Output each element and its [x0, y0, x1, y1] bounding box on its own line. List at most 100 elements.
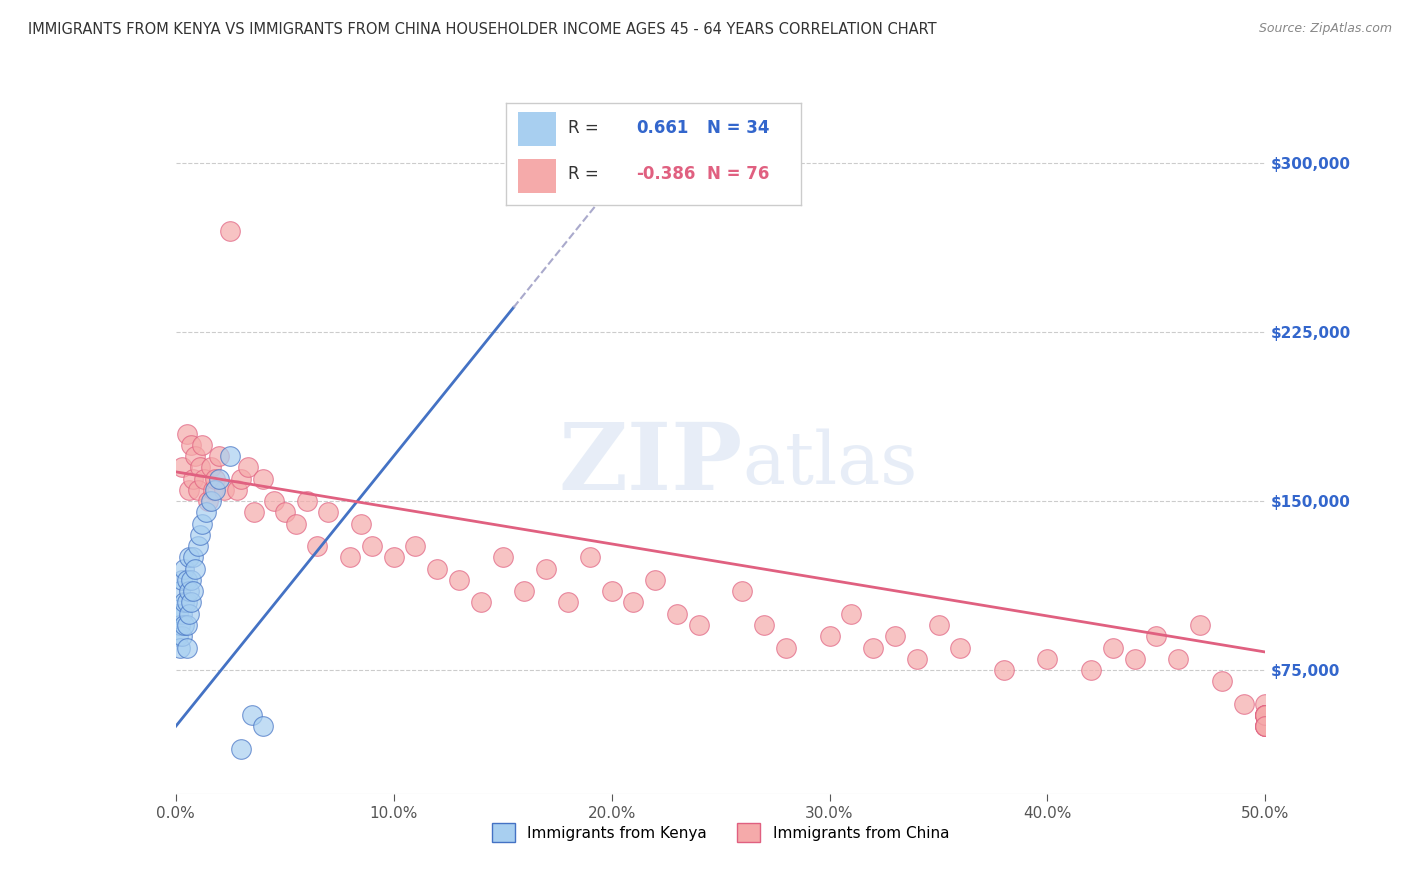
Bar — [517, 112, 557, 145]
Legend: Immigrants from Kenya, Immigrants from China: Immigrants from Kenya, Immigrants from C… — [486, 817, 955, 848]
Point — [176, 618, 198, 632]
Point — [184, 449, 207, 463]
Text: IMMIGRANTS FROM KENYA VS IMMIGRANTS FROM CHINA HOUSEHOLDER INCOME AGES 45 - 64 Y: IMMIGRANTS FROM KENYA VS IMMIGRANTS FROM… — [28, 22, 936, 37]
Point — [181, 472, 204, 486]
Point — [176, 426, 198, 441]
Point — [201, 483, 224, 497]
Point — [579, 550, 602, 565]
Point — [172, 460, 194, 475]
Point — [447, 573, 470, 587]
Point — [928, 618, 950, 632]
Point — [263, 494, 285, 508]
Point — [666, 607, 689, 621]
Point — [188, 460, 211, 475]
Point — [184, 562, 207, 576]
Point — [173, 562, 195, 576]
Point — [754, 618, 776, 632]
Point — [470, 595, 492, 609]
Point — [200, 460, 222, 475]
Point — [173, 595, 195, 609]
Text: -0.386: -0.386 — [636, 165, 696, 184]
Point — [186, 483, 209, 497]
Point — [318, 505, 340, 519]
Point — [1254, 708, 1277, 723]
Point — [621, 595, 644, 609]
Point — [240, 708, 263, 723]
Point — [1254, 719, 1277, 733]
Point — [884, 629, 907, 643]
Point — [172, 573, 194, 587]
Point — [180, 573, 202, 587]
Point — [993, 663, 1015, 677]
Point — [775, 640, 797, 655]
Point — [181, 550, 204, 565]
Point — [169, 618, 191, 632]
Point — [208, 472, 231, 486]
Point — [534, 562, 557, 576]
Point — [284, 516, 307, 531]
Point — [841, 607, 863, 621]
Point — [167, 629, 190, 643]
Point — [177, 483, 200, 497]
Point — [172, 607, 194, 621]
Point — [212, 483, 235, 497]
Point — [176, 573, 198, 587]
Point — [193, 472, 215, 486]
Point — [204, 483, 226, 497]
Point — [219, 449, 242, 463]
Point — [1254, 719, 1277, 733]
Bar — [517, 159, 557, 193]
Point — [167, 607, 190, 621]
Point — [181, 584, 204, 599]
Point — [295, 494, 318, 508]
Point — [949, 640, 972, 655]
Point — [307, 539, 329, 553]
Point — [169, 640, 191, 655]
Point — [231, 472, 253, 486]
Point — [1254, 708, 1277, 723]
Point — [1232, 697, 1256, 711]
Point — [188, 528, 211, 542]
Point — [200, 494, 222, 508]
Text: ZIP: ZIP — [558, 419, 742, 509]
Point — [905, 652, 928, 666]
Point — [208, 449, 231, 463]
Point — [176, 640, 198, 655]
Point — [492, 550, 515, 565]
Point — [169, 584, 191, 599]
Text: R =: R = — [568, 165, 599, 184]
Point — [688, 618, 710, 632]
Point — [173, 618, 195, 632]
Point — [204, 472, 226, 486]
Point — [177, 550, 200, 565]
Point — [513, 584, 536, 599]
Point — [1167, 652, 1189, 666]
Point — [1036, 652, 1059, 666]
Point — [360, 539, 382, 553]
Point — [243, 505, 266, 519]
Point — [219, 224, 242, 238]
Point — [818, 629, 841, 643]
Point — [426, 562, 449, 576]
Point — [252, 472, 274, 486]
Point — [177, 584, 200, 599]
Point — [186, 539, 209, 553]
Point — [557, 595, 579, 609]
Point — [195, 505, 218, 519]
Point — [191, 438, 214, 452]
Text: R =: R = — [568, 120, 599, 137]
Point — [1189, 618, 1212, 632]
Point — [1254, 697, 1277, 711]
Point — [225, 483, 247, 497]
Text: atlas: atlas — [742, 429, 918, 500]
Point — [731, 584, 754, 599]
Point — [176, 595, 198, 609]
Point — [862, 640, 884, 655]
Point — [1144, 629, 1167, 643]
Point — [1254, 708, 1277, 723]
Point — [1123, 652, 1146, 666]
Text: Source: ZipAtlas.com: Source: ZipAtlas.com — [1258, 22, 1392, 36]
Point — [339, 550, 361, 565]
Point — [274, 505, 297, 519]
Point — [1211, 674, 1233, 689]
